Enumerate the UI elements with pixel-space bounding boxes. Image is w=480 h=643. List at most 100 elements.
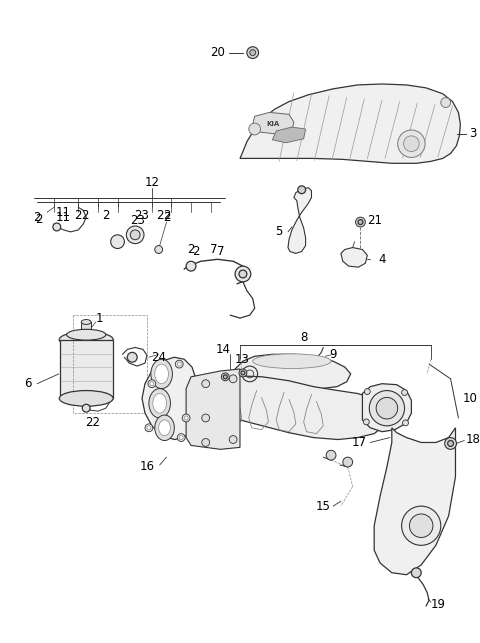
Ellipse shape [153,394,167,413]
Text: 2: 2 [34,211,41,224]
Circle shape [402,390,408,395]
Ellipse shape [252,354,331,368]
Circle shape [184,416,188,420]
Circle shape [229,375,237,383]
Polygon shape [60,340,113,399]
Polygon shape [341,248,367,267]
Circle shape [249,123,261,135]
Text: 7: 7 [216,245,224,258]
Text: 6: 6 [24,377,31,390]
Polygon shape [374,428,456,575]
Polygon shape [81,322,91,335]
Circle shape [411,568,421,577]
Text: 22: 22 [85,417,100,430]
Text: 21: 21 [367,213,382,226]
Circle shape [202,439,210,446]
Ellipse shape [81,320,91,325]
Circle shape [363,419,369,425]
Ellipse shape [151,359,172,388]
Circle shape [241,371,245,375]
Text: 11: 11 [56,206,71,219]
Polygon shape [186,369,240,449]
Text: 1: 1 [96,312,104,325]
Polygon shape [235,354,351,390]
Circle shape [403,420,408,426]
Circle shape [356,217,365,227]
Polygon shape [362,384,411,431]
Text: 17: 17 [352,436,367,449]
Circle shape [202,380,210,388]
Text: 4: 4 [378,253,386,266]
Ellipse shape [59,390,113,406]
Circle shape [343,457,353,467]
Circle shape [376,397,398,419]
Circle shape [235,266,251,282]
Circle shape [82,404,90,412]
Circle shape [182,414,190,422]
Text: 11: 11 [56,211,71,224]
Circle shape [130,230,140,240]
Circle shape [409,514,433,538]
Text: 5: 5 [276,226,283,239]
Circle shape [147,426,151,430]
Text: 7: 7 [210,243,217,256]
Text: 12: 12 [144,176,159,190]
Circle shape [150,382,154,386]
Circle shape [402,506,441,545]
Text: 14: 14 [216,343,231,356]
Text: 15: 15 [316,500,331,512]
Text: 8: 8 [300,331,307,344]
Circle shape [127,352,137,362]
Text: KIA: KIA [267,121,280,127]
Circle shape [444,438,456,449]
Circle shape [404,136,419,152]
Ellipse shape [155,364,168,384]
Ellipse shape [67,329,106,340]
Text: 18: 18 [465,433,480,446]
Text: 2: 2 [192,245,200,258]
Text: 10: 10 [462,392,477,405]
Circle shape [239,369,247,377]
Polygon shape [240,84,460,163]
Text: 9: 9 [329,348,337,361]
Circle shape [369,390,405,426]
Ellipse shape [59,332,113,347]
Text: 23: 23 [130,213,144,226]
Text: 24: 24 [151,350,166,364]
Circle shape [111,235,124,249]
Text: 2: 2 [163,209,170,222]
Text: 2: 2 [163,211,170,224]
Polygon shape [272,127,306,143]
Circle shape [148,380,156,388]
Circle shape [179,435,183,440]
Circle shape [175,360,183,368]
Text: 23: 23 [134,209,149,222]
Circle shape [448,440,454,446]
Text: 20: 20 [210,46,225,59]
Ellipse shape [155,415,174,440]
Circle shape [177,433,185,442]
Circle shape [223,375,227,379]
Text: 2: 2 [74,209,82,222]
Text: 19: 19 [431,597,445,611]
Circle shape [155,246,163,253]
Circle shape [202,414,210,422]
Text: 2: 2 [102,209,109,222]
Text: 2: 2 [82,209,89,222]
Circle shape [145,424,153,431]
Circle shape [126,226,144,244]
Text: 2: 2 [156,209,163,222]
Polygon shape [191,376,387,440]
Ellipse shape [149,388,170,418]
Text: 2: 2 [36,213,43,226]
Text: 3: 3 [469,127,477,140]
Circle shape [441,98,451,107]
Circle shape [221,373,229,381]
Circle shape [326,450,336,460]
Polygon shape [252,113,294,134]
Circle shape [298,186,306,194]
Text: 16: 16 [139,460,155,473]
Circle shape [247,47,259,59]
Circle shape [250,50,256,55]
Circle shape [53,223,61,231]
